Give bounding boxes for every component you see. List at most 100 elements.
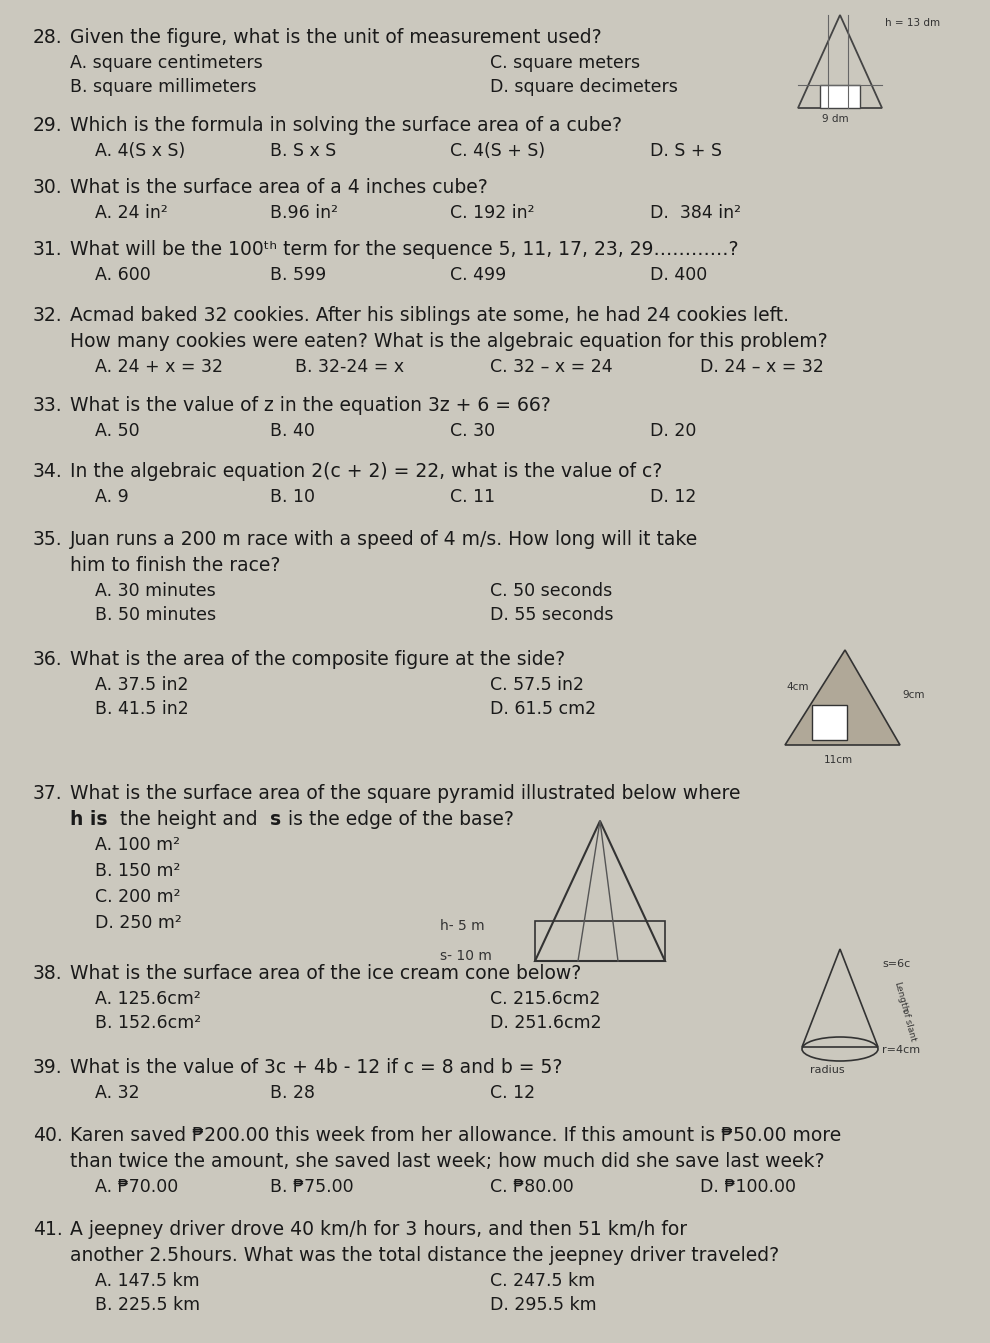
Text: In the algebraic equation 2(c + 2) = 22, what is the value of c?: In the algebraic equation 2(c + 2) = 22,… (70, 462, 662, 481)
Text: D. 250 m²: D. 250 m² (95, 915, 182, 932)
Text: C. 50 seconds: C. 50 seconds (490, 582, 612, 600)
Text: 32.: 32. (33, 306, 62, 325)
Text: What is the value of z in the equation 3z + 6 = 66?: What is the value of z in the equation 3… (70, 396, 550, 415)
Text: B. 10: B. 10 (270, 488, 315, 506)
Text: D. 20: D. 20 (650, 422, 696, 441)
Text: How many cookies were eaten? What is the algebraic equation for this problem?: How many cookies were eaten? What is the… (70, 332, 828, 351)
Text: A. square centimeters: A. square centimeters (70, 54, 262, 73)
Text: s- 10 m: s- 10 m (440, 950, 492, 963)
Polygon shape (820, 85, 860, 107)
Text: Acmad baked 32 cookies. After his siblings ate some, he had 24 cookies left.: Acmad baked 32 cookies. After his siblin… (70, 306, 789, 325)
Text: A. 24 + x = 32: A. 24 + x = 32 (95, 359, 223, 376)
Text: C. 499: C. 499 (450, 266, 506, 283)
Text: B. S x S: B. S x S (270, 142, 337, 160)
Text: A. 125.6cm²: A. 125.6cm² (95, 990, 201, 1009)
Text: B. 40: B. 40 (270, 422, 315, 441)
Text: C. 192 in²: C. 192 in² (450, 204, 535, 222)
Text: A. 30 minutes: A. 30 minutes (95, 582, 216, 600)
Text: D.  384 in²: D. 384 in² (650, 204, 741, 222)
Text: B. 32-24 = x: B. 32-24 = x (295, 359, 404, 376)
Text: h = 13 dm: h = 13 dm (885, 17, 940, 28)
Text: B. 50 minutes: B. 50 minutes (95, 606, 216, 624)
Text: is the edge of the base?: is the edge of the base? (282, 810, 514, 829)
Text: Which is the formula in solving the surface area of a cube?: Which is the formula in solving the surf… (70, 115, 622, 136)
Text: B. ₱75.00: B. ₱75.00 (270, 1178, 353, 1197)
Polygon shape (785, 650, 900, 745)
Text: 35.: 35. (33, 530, 62, 549)
Text: D. 24 – x = 32: D. 24 – x = 32 (700, 359, 824, 376)
Text: 30.: 30. (33, 179, 62, 197)
Text: C. 57.5 in2: C. 57.5 in2 (490, 676, 584, 694)
Text: What is the area of the composite figure at the side?: What is the area of the composite figure… (70, 650, 565, 669)
Text: C. ₱80.00: C. ₱80.00 (490, 1178, 574, 1197)
Text: s=6c: s=6c (882, 959, 910, 970)
Text: B. 599: B. 599 (270, 266, 327, 283)
Text: B. 28: B. 28 (270, 1084, 315, 1103)
Text: B. 150 m²: B. 150 m² (95, 862, 180, 880)
Text: A. 32: A. 32 (95, 1084, 140, 1103)
Text: B. 225.5 km: B. 225.5 km (95, 1296, 200, 1313)
Text: 38.: 38. (33, 964, 62, 983)
Text: another 2.5hours. What was the total distance the jeepney driver traveled?: another 2.5hours. What was the total dis… (70, 1246, 779, 1265)
Text: C. 247.5 km: C. 247.5 km (490, 1272, 595, 1291)
Text: C. 4(S + S): C. 4(S + S) (450, 142, 545, 160)
Text: What is the value of 3c + 4b - 12 if c = 8 and b = 5?: What is the value of 3c + 4b - 12 if c =… (70, 1058, 562, 1077)
Text: D. square decimeters: D. square decimeters (490, 78, 678, 95)
Text: 36.: 36. (33, 650, 62, 669)
Text: 37.: 37. (33, 784, 62, 803)
Text: B. 41.5 in2: B. 41.5 in2 (95, 700, 189, 719)
Text: h is: h is (70, 810, 108, 829)
Text: h- 5 m: h- 5 m (440, 919, 485, 933)
Text: 39.: 39. (33, 1058, 62, 1077)
Text: C. 32 – x = 24: C. 32 – x = 24 (490, 359, 613, 376)
Text: 40.: 40. (33, 1125, 62, 1146)
Text: than twice the amount, she saved last week; how much did she save last week?: than twice the amount, she saved last we… (70, 1152, 825, 1171)
Text: D. 400: D. 400 (650, 266, 707, 283)
Text: Karen saved ₱200.00 this week from her allowance. If this amount is ₱50.00 more: Karen saved ₱200.00 this week from her a… (70, 1125, 842, 1146)
Text: 29.: 29. (33, 115, 62, 136)
Text: What is the surface area of the ice cream cone below?: What is the surface area of the ice crea… (70, 964, 581, 983)
Text: s: s (270, 810, 281, 829)
Text: r=4cm: r=4cm (882, 1045, 920, 1056)
Text: A. ₱70.00: A. ₱70.00 (95, 1178, 178, 1197)
Text: What will be the 100ᵗʰ term for the sequence 5, 11, 17, 23, 29…………?: What will be the 100ᵗʰ term for the sequ… (70, 240, 739, 259)
Text: 4cm: 4cm (786, 682, 809, 692)
Text: A. 24 in²: A. 24 in² (95, 204, 167, 222)
Text: B. square millimeters: B. square millimeters (70, 78, 256, 95)
Text: A. 4(S x S): A. 4(S x S) (95, 142, 185, 160)
Text: A jeepney driver drove 40 km/h for 3 hours, and then 51 km/h for: A jeepney driver drove 40 km/h for 3 hou… (70, 1219, 687, 1240)
Text: Given the figure, what is the unit of measurement used?: Given the figure, what is the unit of me… (70, 28, 602, 47)
Text: 11cm: 11cm (824, 755, 852, 766)
Text: A. 100 m²: A. 100 m² (95, 835, 180, 854)
Text: 34.: 34. (33, 462, 62, 481)
Text: D. S + S: D. S + S (650, 142, 722, 160)
Text: him to finish the race?: him to finish the race? (70, 556, 280, 575)
Text: the height and: the height and (120, 810, 263, 829)
Text: of slant: of slant (900, 1007, 918, 1042)
Text: What is the surface area of the square pyramid illustrated below where: What is the surface area of the square p… (70, 784, 741, 803)
Text: C. 11: C. 11 (450, 488, 495, 506)
Text: B.96 in²: B.96 in² (270, 204, 338, 222)
Text: D. 12: D. 12 (650, 488, 696, 506)
Text: A. 9: A. 9 (95, 488, 129, 506)
Text: What is the surface area of a 4 inches cube?: What is the surface area of a 4 inches c… (70, 179, 488, 197)
Text: 33.: 33. (33, 396, 62, 415)
Text: C. 30: C. 30 (450, 422, 495, 441)
Text: A. 50: A. 50 (95, 422, 140, 441)
Text: A. 600: A. 600 (95, 266, 150, 283)
Text: Juan runs a 200 m race with a speed of 4 m/s. How long will it take: Juan runs a 200 m race with a speed of 4… (70, 530, 698, 549)
Text: 31.: 31. (33, 240, 62, 259)
Text: 9 dm: 9 dm (822, 114, 848, 124)
Text: D. ₱100.00: D. ₱100.00 (700, 1178, 796, 1197)
Text: 41.: 41. (33, 1219, 62, 1240)
Text: radius: radius (810, 1065, 844, 1074)
Text: 28.: 28. (33, 28, 62, 47)
Text: A. 37.5 in2: A. 37.5 in2 (95, 676, 188, 694)
Text: C. 200 m²: C. 200 m² (95, 888, 180, 907)
Text: 9cm: 9cm (902, 690, 925, 700)
Text: D. 61.5 cm2: D. 61.5 cm2 (490, 700, 596, 719)
Text: C. 215.6cm2: C. 215.6cm2 (490, 990, 600, 1009)
Text: B. 152.6cm²: B. 152.6cm² (95, 1014, 201, 1031)
Text: C. square meters: C. square meters (490, 54, 641, 73)
Text: D. 295.5 km: D. 295.5 km (490, 1296, 597, 1313)
